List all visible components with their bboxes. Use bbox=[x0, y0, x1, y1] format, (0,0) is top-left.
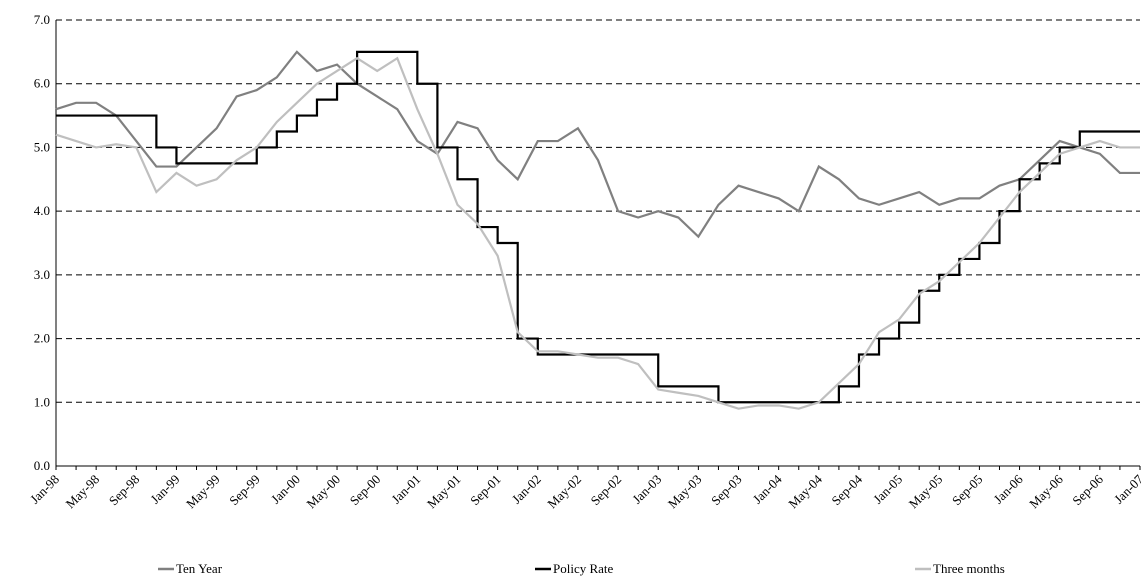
x-tick-label: Sep-00 bbox=[347, 472, 384, 509]
x-tick-label: May-01 bbox=[424, 472, 464, 512]
x-tick-label: May-06 bbox=[1026, 471, 1066, 511]
x-tick-label: May-00 bbox=[303, 472, 343, 512]
x-tick-label: May-03 bbox=[665, 472, 705, 512]
x-tick-label: Sep-03 bbox=[708, 472, 745, 509]
x-tick-label: Jan-06 bbox=[991, 471, 1026, 506]
legend-label: Three months bbox=[933, 561, 1005, 576]
legend-label: Ten Year bbox=[176, 561, 223, 576]
y-tick-label: 2.0 bbox=[34, 331, 50, 346]
y-tick-label: 7.0 bbox=[34, 12, 50, 27]
x-tick-label: Jan-07 bbox=[1111, 471, 1144, 506]
x-tick-label: Sep-04 bbox=[828, 471, 865, 508]
y-tick-label: 4.0 bbox=[34, 203, 50, 218]
x-tick-label: Sep-01 bbox=[467, 472, 504, 509]
y-tick-label: 1.0 bbox=[34, 394, 50, 409]
x-tick-label: Jan-01 bbox=[388, 472, 423, 507]
x-tick-label: Jan-05 bbox=[870, 472, 905, 507]
x-tick-label: May-04 bbox=[785, 471, 825, 511]
x-tick-label: Jan-03 bbox=[629, 472, 664, 507]
x-tick-label: Jan-02 bbox=[509, 472, 544, 507]
y-tick-label: 3.0 bbox=[34, 267, 50, 282]
x-tick-label: Jan-98 bbox=[27, 472, 62, 507]
series-line bbox=[55, 50, 1140, 239]
y-tick-label: 0.0 bbox=[34, 458, 50, 473]
legend-label: Policy Rate bbox=[553, 561, 614, 576]
x-tick-label: Jan-00 bbox=[268, 472, 303, 507]
x-tick-label: May-98 bbox=[63, 472, 103, 512]
x-tick-label: Sep-98 bbox=[106, 472, 143, 509]
x-tick-label: Sep-06 bbox=[1069, 471, 1106, 508]
series-line bbox=[56, 50, 1140, 404]
x-tick-label: Sep-02 bbox=[588, 472, 625, 509]
y-tick-label: 5.0 bbox=[34, 139, 50, 154]
x-tick-label: May-05 bbox=[906, 472, 946, 512]
x-tick-label: Jan-99 bbox=[147, 472, 182, 507]
series-line bbox=[55, 56, 1140, 410]
x-tick-label: Sep-99 bbox=[226, 472, 263, 509]
x-tick-label: Sep-05 bbox=[949, 472, 986, 509]
x-tick-label: Jan-04 bbox=[750, 471, 785, 506]
y-tick-label: 6.0 bbox=[34, 76, 50, 91]
x-tick-label: May-02 bbox=[544, 472, 584, 512]
x-tick-label: May-99 bbox=[183, 472, 223, 512]
